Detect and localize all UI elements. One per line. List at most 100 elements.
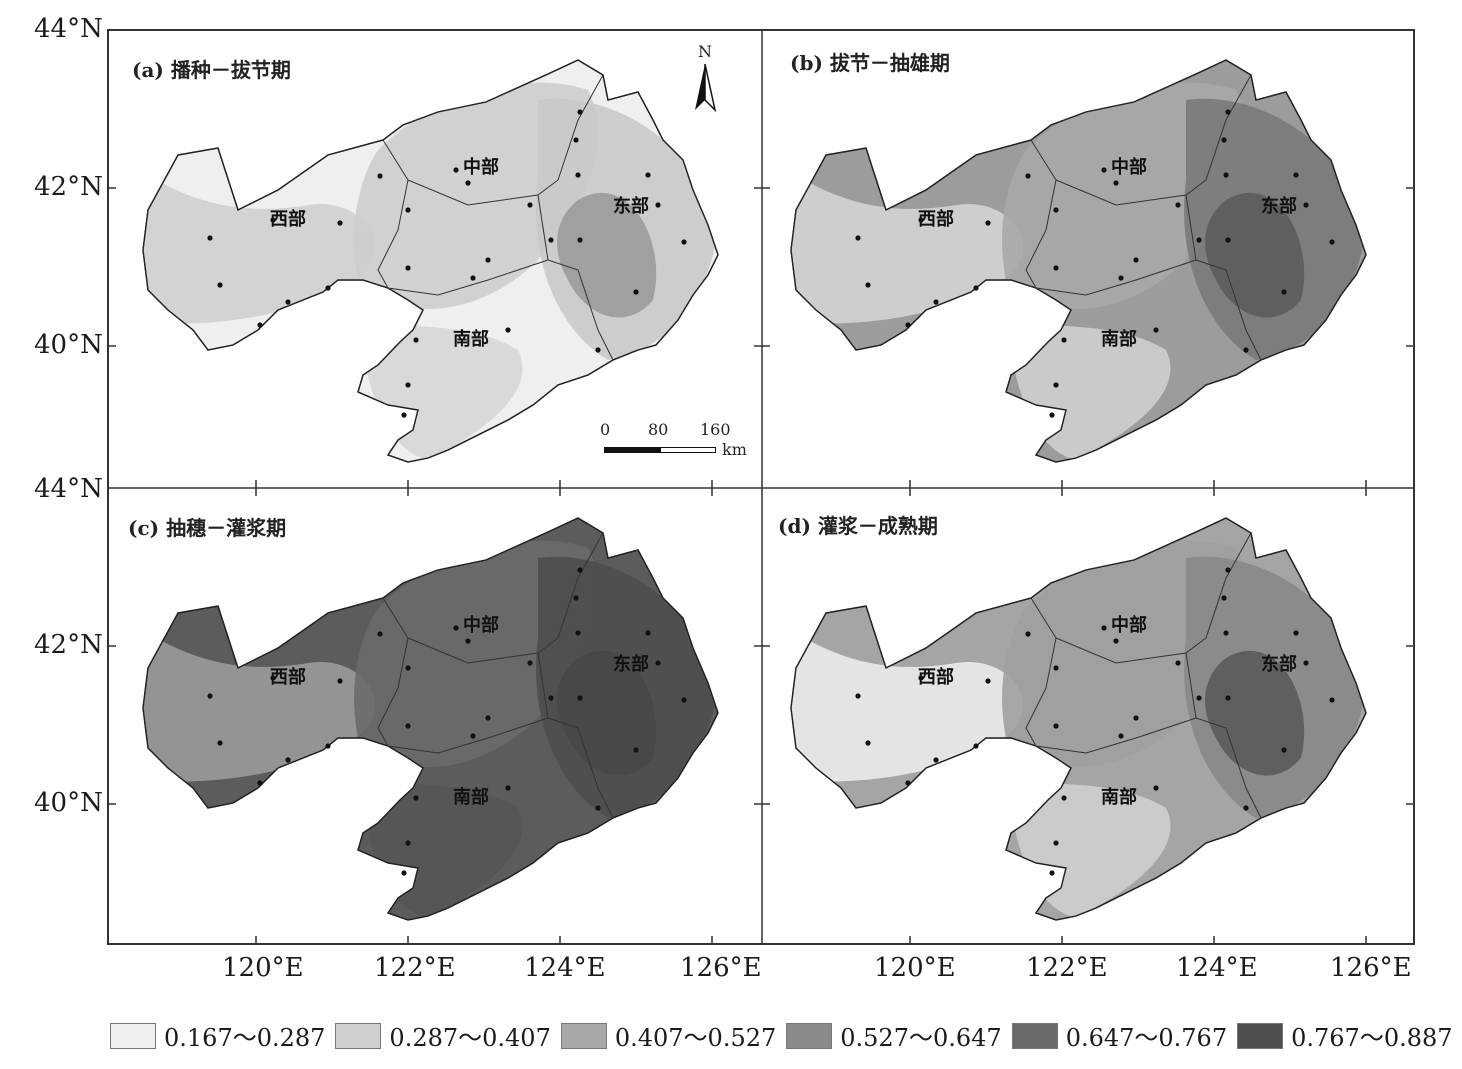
station-dot bbox=[1049, 412, 1055, 418]
region-label-west: 西部 bbox=[270, 208, 306, 230]
station-dot bbox=[285, 757, 291, 763]
station-dot bbox=[633, 289, 639, 295]
legend-label-1: 0.167～0.287 bbox=[164, 1024, 326, 1052]
legend-item-1: 0.167～0.287 bbox=[110, 1018, 325, 1053]
station-dot bbox=[855, 693, 861, 699]
value-zone-central bbox=[354, 540, 599, 767]
station-dot bbox=[933, 299, 939, 305]
lon-label-122-right: 122°E bbox=[1026, 953, 1108, 983]
station-dot bbox=[377, 631, 383, 637]
station-dot bbox=[1101, 167, 1107, 173]
station-dot bbox=[1225, 695, 1231, 701]
station-dot bbox=[1101, 625, 1107, 631]
region-border bbox=[387, 717, 549, 754]
station-dot bbox=[270, 675, 276, 681]
value-zone-south bbox=[1006, 778, 1171, 918]
station-dot bbox=[217, 282, 223, 288]
station-dot bbox=[405, 382, 411, 388]
region-label-east: 东部 bbox=[613, 195, 649, 217]
region-label-central: 中部 bbox=[1111, 614, 1147, 636]
station-dot bbox=[337, 220, 343, 226]
station-dot bbox=[505, 785, 511, 791]
legend-label-4: 0.527～0.647 bbox=[840, 1024, 1002, 1052]
region-border bbox=[1035, 259, 1197, 296]
station-dot bbox=[1053, 207, 1059, 213]
station-dot bbox=[405, 265, 411, 271]
station-dot bbox=[1223, 172, 1229, 178]
station-dot bbox=[548, 695, 554, 701]
station-dot bbox=[985, 220, 991, 226]
lon-label-124-right: 124°E bbox=[1176, 953, 1258, 983]
station-dot bbox=[681, 697, 687, 703]
station-dot bbox=[257, 780, 263, 786]
station-dot bbox=[1225, 109, 1231, 115]
station-dot bbox=[257, 322, 263, 328]
station-dot bbox=[485, 257, 491, 263]
region-label-central: 中部 bbox=[463, 614, 499, 636]
scale-tick-80: 80 bbox=[648, 420, 669, 439]
lat-label-42-top: 42°N bbox=[34, 172, 103, 202]
region-label-east: 东部 bbox=[1261, 195, 1297, 217]
value-zone-west_patch bbox=[143, 608, 375, 782]
station-dot bbox=[1049, 870, 1055, 876]
station-dot bbox=[985, 678, 991, 684]
station-dot bbox=[1025, 173, 1031, 179]
region-border bbox=[377, 139, 409, 289]
station-dot bbox=[270, 217, 276, 223]
station-dot bbox=[577, 695, 583, 701]
station-dot bbox=[485, 715, 491, 721]
region-border bbox=[1185, 194, 1262, 361]
station-dot bbox=[1293, 630, 1299, 636]
station-dot bbox=[655, 202, 661, 208]
station-dot bbox=[577, 567, 583, 573]
region-label-south: 南部 bbox=[1101, 786, 1137, 808]
station-dot bbox=[470, 275, 476, 281]
value-zone-central bbox=[1002, 540, 1247, 767]
station-dot bbox=[453, 625, 459, 631]
station-dot bbox=[1118, 733, 1124, 739]
region-border bbox=[1025, 139, 1057, 289]
scale-bar-dark-segment bbox=[604, 447, 660, 453]
station-dot bbox=[548, 237, 554, 243]
station-dot bbox=[633, 747, 639, 753]
value-zone-central bbox=[354, 82, 599, 309]
lat-label-40-bottom: 40°N bbox=[34, 788, 103, 818]
region-border bbox=[1185, 652, 1262, 819]
value-zone-south bbox=[358, 778, 523, 918]
station-dot bbox=[325, 743, 331, 749]
region-label-south: 南部 bbox=[453, 786, 489, 808]
value-zone-south bbox=[1006, 320, 1171, 460]
region-border bbox=[387, 259, 549, 296]
legend-swatch-2 bbox=[335, 1022, 382, 1049]
panel-a-title: (a) 播种－拔节期 bbox=[132, 58, 291, 82]
station-dot bbox=[465, 180, 471, 186]
station-dot bbox=[973, 743, 979, 749]
station-dot bbox=[573, 137, 579, 143]
station-dot bbox=[1061, 337, 1067, 343]
region-label-south: 南部 bbox=[453, 328, 489, 350]
lon-label-120-left: 120°E bbox=[222, 953, 304, 983]
station-dot bbox=[595, 347, 601, 353]
station-dot bbox=[973, 285, 979, 291]
north-arrow-icon bbox=[695, 63, 717, 113]
station-dot bbox=[918, 675, 924, 681]
station-dot bbox=[1196, 237, 1202, 243]
station-dot bbox=[325, 285, 331, 291]
region-label-east: 东部 bbox=[1261, 653, 1297, 675]
station-dot bbox=[207, 235, 213, 241]
station-dot bbox=[865, 282, 871, 288]
station-dot bbox=[1243, 347, 1249, 353]
station-dot bbox=[405, 207, 411, 213]
station-dot bbox=[645, 630, 651, 636]
station-dot bbox=[681, 239, 687, 245]
station-dot bbox=[905, 780, 911, 786]
station-dot bbox=[405, 723, 411, 729]
scale-tick-160: 160 bbox=[700, 420, 731, 439]
station-dot bbox=[453, 167, 459, 173]
station-dot bbox=[527, 202, 533, 208]
station-dot bbox=[1221, 595, 1227, 601]
station-dot bbox=[285, 299, 291, 305]
